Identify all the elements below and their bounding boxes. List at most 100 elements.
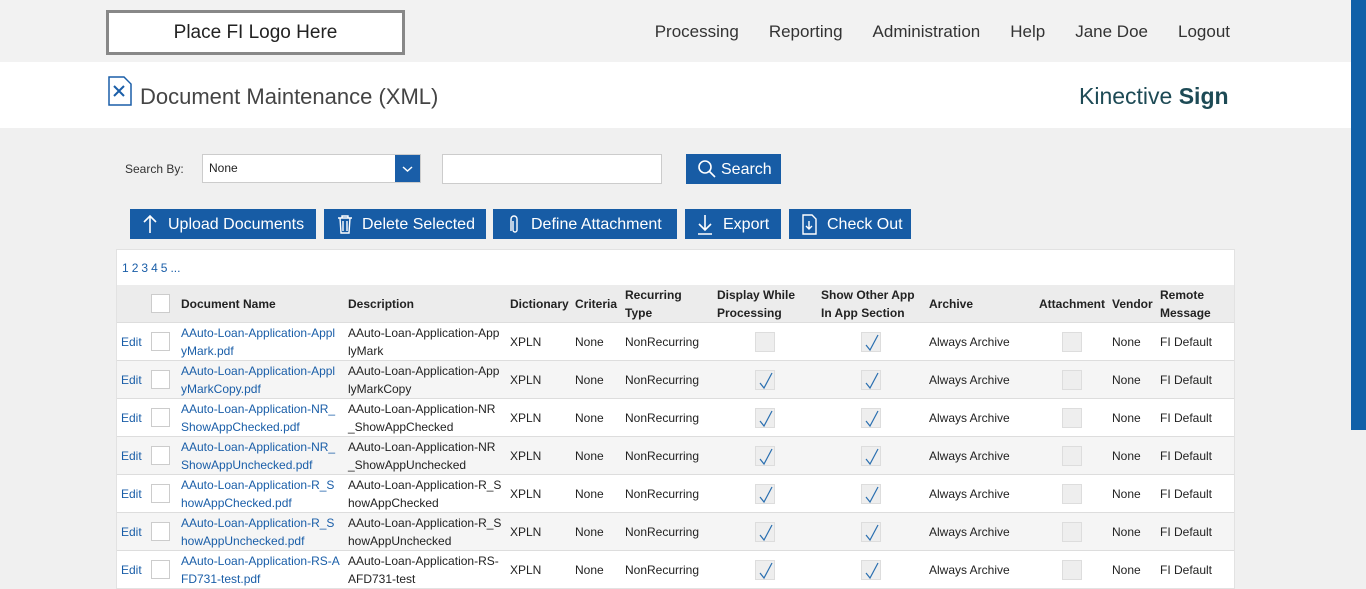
- toolbar-button[interactable]: Delete Selected: [324, 209, 486, 239]
- recurring-type: NonRecurring: [621, 322, 713, 361]
- checkbox-attachment: [1061, 369, 1082, 390]
- edit-link[interactable]: Edit: [121, 334, 142, 349]
- archive: Always Archive: [925, 512, 1035, 551]
- cell: [147, 550, 177, 588]
- remote-message: FI Default: [1156, 360, 1234, 399]
- toolbar-button[interactable]: Define Attachment: [493, 209, 677, 239]
- header-cell: Attachment: [1035, 285, 1108, 323]
- edit-link[interactable]: Edit: [121, 448, 142, 463]
- cell: [147, 436, 177, 475]
- recurring-type: NonRecurring: [621, 436, 713, 475]
- checkbox-show-other: [861, 331, 881, 352]
- criteria: None: [571, 550, 621, 588]
- toolbar-button[interactable]: Export: [685, 209, 781, 239]
- cell: [147, 512, 177, 551]
- toolbar-button[interactable]: Upload Documents: [130, 209, 316, 239]
- row-checkbox[interactable]: [151, 408, 170, 428]
- nav-link[interactable]: Processing: [654, 22, 739, 41]
- row-checkbox[interactable]: [151, 446, 170, 466]
- criteria: None: [571, 360, 621, 399]
- button-icon: [698, 215, 712, 235]
- page-link[interactable]: 4: [151, 261, 158, 275]
- checkbox-display: [755, 521, 775, 542]
- nav-link[interactable]: Reporting: [768, 22, 843, 41]
- cell: [1035, 550, 1108, 588]
- recurring-type: NonRecurring: [621, 474, 713, 513]
- button-icon: [802, 214, 817, 235]
- criteria: None: [571, 474, 621, 513]
- doc-icon: [108, 76, 132, 106]
- edit-link[interactable]: Edit: [121, 410, 142, 425]
- page-link[interactable]: 1: [122, 261, 129, 275]
- dictionary: XPLN: [506, 436, 571, 475]
- page-link[interactable]: 2: [131, 261, 139, 275]
- criteria: None: [571, 398, 621, 437]
- remote-message: FI Default: [1156, 550, 1234, 588]
- checkbox-show-other: [861, 483, 881, 504]
- search-input[interactable]: [442, 154, 662, 184]
- button-icon: [338, 215, 352, 234]
- recurring-type: NonRecurring: [621, 398, 713, 437]
- edit-link[interactable]: Edit: [121, 372, 142, 387]
- document-link[interactable]: AAuto-Loan-Application-ApplyMarkCopy.pdf: [181, 363, 336, 396]
- cell: AAuto-Loan-Application-R_ShowAppChecked.…: [177, 474, 344, 513]
- remote-message: FI Default: [1156, 322, 1234, 361]
- checkbox-show-other: [861, 407, 881, 428]
- brand: Kinective Sign: [1079, 83, 1229, 110]
- nav: Processing Reporting Administration Help Jan…: [655, 22, 1230, 42]
- document-link[interactable]: AAuto-Loan-Application-NR_ShowAppUncheck…: [181, 439, 336, 472]
- table-row: Edit AAuto-Loan-Application-R_ShowAppChec…: [117, 474, 1234, 513]
- archive: Always Archive: [925, 550, 1035, 588]
- remote-message: FI Default: [1156, 474, 1234, 513]
- page-link[interactable]: ...: [170, 261, 181, 275]
- description: AAuto-Loan-Application-NR_ShowAppChecked: [344, 398, 506, 437]
- header-row: Document Name Description Dictionary Criter…: [117, 285, 1234, 323]
- button-icon: [143, 214, 157, 233]
- header-cell: [117, 285, 147, 323]
- row-checkbox[interactable]: [151, 484, 170, 504]
- row-checkbox[interactable]: [151, 522, 170, 542]
- toolbar-button-label: Delete Selected: [362, 216, 475, 233]
- document-link[interactable]: AAuto-Loan-Application-RS-AFD731-test.pd…: [181, 553, 340, 586]
- search-select[interactable]: None: [202, 154, 421, 183]
- document-link[interactable]: AAuto-Loan-Application-NR_ShowAppChecked…: [181, 401, 336, 434]
- document-link[interactable]: AAuto-Loan-Application-ApplyMark.pdf: [181, 325, 336, 358]
- remote-message: FI Default: [1156, 398, 1234, 437]
- cell: [713, 436, 817, 475]
- criteria: None: [571, 436, 621, 475]
- checkbox-attachment: [1061, 483, 1082, 504]
- select-all-checkbox[interactable]: [151, 294, 170, 314]
- description: AAuto-Loan-Application-R_ShowAppChecked: [344, 474, 506, 513]
- scrollbar[interactable]: [1351, 0, 1366, 430]
- edit-link[interactable]: Edit: [121, 524, 142, 539]
- cell: AAuto-Loan-Application-ApplyMark.pdf: [177, 322, 344, 361]
- row-checkbox[interactable]: [151, 370, 170, 390]
- row-checkbox[interactable]: [151, 560, 170, 580]
- edit-link[interactable]: Edit: [121, 562, 142, 577]
- search-button[interactable]: Search: [686, 154, 781, 184]
- header-cell: Document Name: [177, 285, 344, 323]
- cell: [713, 360, 817, 399]
- edit-link[interactable]: Edit: [121, 486, 142, 501]
- page-link[interactable]: 5: [160, 261, 168, 275]
- cell: [713, 512, 817, 551]
- nav-link[interactable]: Administration: [872, 22, 981, 41]
- checkbox-display: [755, 407, 775, 428]
- cell: Edit: [117, 436, 147, 475]
- nav-link[interactable]: Help: [1010, 22, 1046, 41]
- checkbox-attachment: [1061, 521, 1082, 542]
- brand-light: Kinective: [1079, 83, 1173, 109]
- document-link[interactable]: AAuto-Loan-Application-R_ShowAppChecked.…: [181, 477, 335, 510]
- nav-link[interactable]: Logout: [1178, 22, 1230, 41]
- document-link[interactable]: AAuto-Loan-Application-R_ShowAppUnchecke…: [181, 515, 335, 548]
- toolbar-button[interactable]: Check Out: [789, 209, 911, 239]
- vendor: None: [1108, 398, 1156, 437]
- checkbox-display: [755, 369, 775, 390]
- page-link[interactable]: 3: [141, 261, 149, 275]
- cell: [713, 550, 817, 588]
- cell: [817, 436, 925, 475]
- row-checkbox[interactable]: [151, 332, 170, 352]
- table-row: Edit AAuto-Loan-Application-ApplyMark.pdf…: [117, 322, 1234, 361]
- nav-link[interactable]: Jane Doe: [1075, 22, 1148, 41]
- checkbox-show-other: [861, 369, 881, 390]
